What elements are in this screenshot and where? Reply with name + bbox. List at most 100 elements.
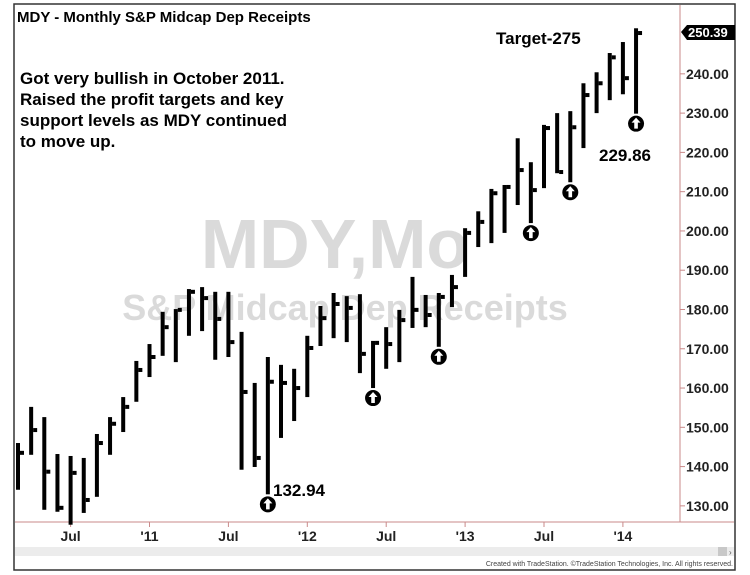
price-bar [147, 344, 156, 378]
price-bar [42, 417, 51, 510]
bar-close-tick [85, 497, 90, 502]
bar-range [528, 162, 533, 224]
y-tick-label: 200.00 [686, 223, 729, 239]
y-tick-label: 210.00 [686, 184, 729, 200]
bar-range [94, 433, 99, 497]
price-bar [607, 53, 616, 101]
price-bar [397, 309, 406, 363]
price-bar [449, 274, 458, 308]
bar-range [463, 228, 468, 277]
price-bar [134, 360, 143, 402]
bar-range [42, 417, 47, 510]
bar-range [239, 331, 244, 470]
y-tick-label: 160.00 [686, 380, 729, 396]
bar-range [594, 72, 599, 114]
price-bar [292, 368, 301, 422]
bar-close-tick [98, 441, 103, 446]
bar-close-tick [388, 342, 393, 347]
bar-close-tick [348, 305, 353, 310]
price-bar [94, 433, 103, 497]
y-tick-label: 130.00 [686, 498, 729, 514]
price-bar [108, 417, 117, 455]
bar-range [186, 289, 191, 336]
bar-range [292, 368, 297, 422]
price-bar [226, 291, 235, 358]
footer-credit: Created with TradeStation. ©TradeStation… [486, 560, 733, 568]
bar-range [134, 360, 139, 402]
up-arrow-icon [430, 348, 447, 365]
bar-range [423, 294, 428, 328]
bar-close-tick [177, 307, 182, 312]
price-bar [121, 397, 130, 433]
horizontal-scrollbar[interactable] [15, 547, 734, 556]
bar-range [252, 382, 257, 467]
bar-range [16, 443, 20, 490]
bar-range [568, 111, 573, 183]
bar-close-tick [532, 188, 537, 193]
bar-range [213, 291, 218, 360]
price-bar [476, 211, 485, 248]
bar-range [371, 340, 376, 389]
note-line: support levels as MDY continued [20, 111, 287, 130]
bar-range [55, 454, 60, 512]
scroll-right-icon[interactable]: › [729, 548, 732, 557]
bar-close-tick [440, 294, 445, 299]
bar-close-tick [112, 421, 117, 426]
price-bar [410, 276, 419, 328]
y-tick-label: 190.00 [686, 262, 729, 278]
price-bar [436, 292, 445, 347]
bar-close-tick [164, 325, 169, 330]
bar-close-tick [572, 125, 577, 130]
bar-range [68, 455, 73, 525]
price-bar [331, 292, 340, 339]
bar-close-tick [585, 93, 590, 98]
bar-close-tick [125, 404, 130, 409]
bar-range [620, 42, 625, 95]
up-arrow-icon [365, 390, 382, 407]
bar-range [634, 28, 639, 114]
note-line: Raised the profit targets and key [20, 90, 284, 109]
price-bar [489, 188, 498, 244]
y-tick-label: 170.00 [686, 341, 729, 357]
price-bar [265, 357, 274, 495]
bar-range [476, 211, 481, 248]
y-tick-label: 180.00 [686, 301, 729, 317]
low-label: 132.94 [273, 481, 326, 500]
bar-close-tick [624, 76, 629, 81]
recent-low-label: 229.86 [599, 146, 651, 165]
bar-range [226, 291, 231, 358]
bar-close-tick [190, 289, 195, 294]
target-label: Target-275 [496, 29, 581, 48]
note-line: to move up. [20, 132, 115, 151]
x-tick-label: '14 [613, 528, 632, 544]
price-bar [200, 287, 209, 332]
bar-close-tick [33, 428, 38, 433]
bar-range [200, 287, 205, 332]
bar-range [173, 309, 178, 363]
price-bar [371, 340, 380, 389]
bar-range [305, 335, 310, 398]
bar-close-tick [361, 351, 366, 356]
price-bar [186, 289, 195, 336]
up-arrow-icon [522, 225, 539, 242]
price-bar [423, 294, 432, 328]
bar-range [279, 364, 283, 438]
bar-close-tick [20, 450, 24, 455]
price-bar [213, 291, 222, 360]
bar-range [331, 292, 336, 339]
bar-close-tick [46, 469, 51, 474]
y-axis: 130.00 140.00 150.00 160.00 170.00 180.00 190.… [680, 66, 729, 514]
last-price-tag-bg [681, 25, 735, 40]
price-bars [16, 28, 643, 525]
price-bar [29, 406, 38, 455]
scrollbar-thumb[interactable] [718, 547, 727, 556]
price-bar [318, 305, 327, 347]
price-bar [555, 113, 564, 175]
frame [13, 3, 736, 571]
price-bar [568, 111, 577, 183]
bar-close-tick [309, 345, 314, 350]
price-bar [620, 42, 629, 95]
x-tick-label: Jul [534, 528, 554, 544]
bar-range [384, 327, 389, 369]
